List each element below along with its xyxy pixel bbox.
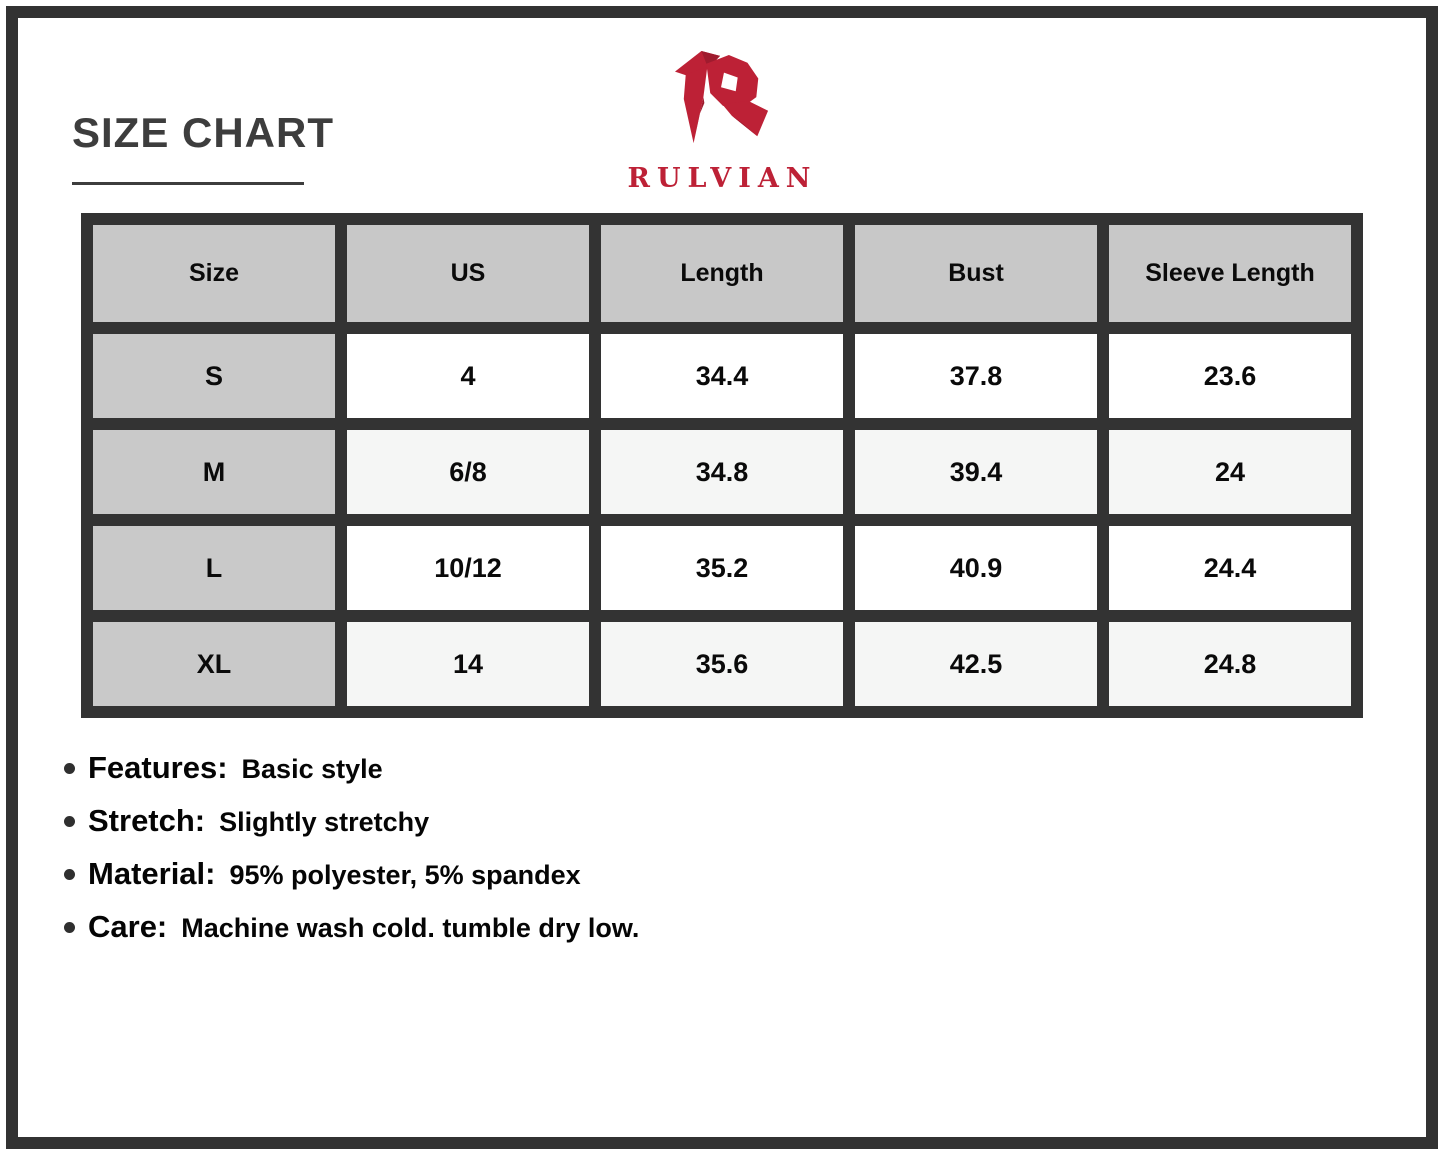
- bullet-icon: [64, 868, 75, 880]
- bullet-icon: [64, 815, 75, 827]
- table-cell-l-bust: 40.9: [855, 526, 1097, 610]
- table-cell-s-sleeve: 23.6: [1109, 334, 1351, 418]
- table-cell-m-us: 6/8: [347, 430, 589, 514]
- table-header-bust: Bust: [855, 225, 1097, 322]
- brand-block: RULVIAN: [628, 48, 818, 194]
- table-cell-l-us: 10/12: [347, 526, 589, 610]
- table-cell-s-us: 4: [347, 334, 589, 418]
- table-cell-m-sleeve: 24: [1109, 430, 1351, 514]
- bullet-icon: [64, 921, 75, 933]
- detail-item-care: Care: Machine wash cold. tumble dry low.: [64, 909, 639, 945]
- title-underline: [72, 182, 304, 185]
- table-cell-m-bust: 39.4: [855, 430, 1097, 514]
- table-header-size: Size: [93, 225, 335, 322]
- table-cell-l-sleeve: 24.4: [1109, 526, 1351, 610]
- detail-label: Stretch:: [88, 803, 206, 838]
- row-label-s: S: [93, 334, 335, 418]
- detail-value: 95% polyester, 5% spandex: [229, 860, 581, 890]
- row-label-m: M: [93, 430, 335, 514]
- rulvian-logo-icon: [673, 48, 771, 159]
- size-chart-table: Size US Length Bust Sleeve Length S 4 34…: [81, 213, 1363, 718]
- table-header-length: Length: [601, 225, 843, 322]
- bullet-icon: [64, 762, 75, 774]
- table-cell-m-length: 34.8: [601, 430, 843, 514]
- page-title: SIZE CHART: [72, 109, 334, 156]
- table-header-sleeve-length: Sleeve Length: [1109, 225, 1351, 322]
- detail-value: Machine wash cold. tumble dry low.: [181, 913, 640, 943]
- row-label-l: L: [93, 526, 335, 610]
- table-cell-s-length: 34.4: [601, 334, 843, 418]
- detail-label: Material:: [88, 856, 216, 891]
- detail-value: Slightly stretchy: [219, 807, 430, 837]
- detail-item-stretch: Stretch: Slightly stretchy: [64, 803, 639, 839]
- page-frame: [6, 6, 1438, 1149]
- table-header-us: US: [347, 225, 589, 322]
- table-cell-l-length: 35.2: [601, 526, 843, 610]
- table-cell-xl-us: 14: [347, 622, 589, 706]
- row-label-xl: XL: [93, 622, 335, 706]
- table-cell-s-bust: 37.8: [855, 334, 1097, 418]
- detail-value: Basic style: [241, 754, 383, 784]
- detail-label: Features:: [88, 750, 228, 785]
- table-cell-xl-bust: 42.5: [855, 622, 1097, 706]
- detail-item-features: Features: Basic style: [64, 750, 639, 786]
- table-cell-xl-length: 35.6: [601, 622, 843, 706]
- brand-wordmark: RULVIAN: [627, 163, 818, 194]
- detail-label: Care:: [88, 909, 168, 944]
- details-list: Features: Basic style Stretch: Slightly …: [64, 750, 639, 962]
- table-cell-xl-sleeve: 24.8: [1109, 622, 1351, 706]
- detail-item-material: Material: 95% polyester, 5% spandex: [64, 856, 639, 892]
